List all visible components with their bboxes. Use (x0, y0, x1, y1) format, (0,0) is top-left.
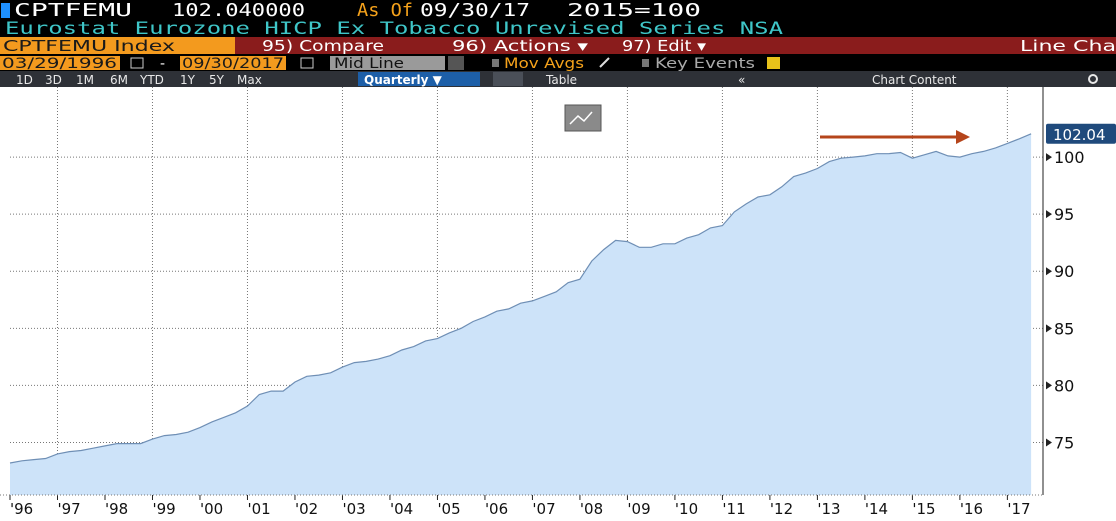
range-button[interactable]: 6M (110, 73, 128, 87)
as-of-date: 09/30/17 (420, 0, 530, 21)
y-tick (1046, 381, 1052, 390)
y-tick (1046, 438, 1052, 447)
last-value-label: 102.04 (1053, 126, 1106, 144)
y-tick (1046, 210, 1052, 219)
calendar-icon[interactable] (130, 57, 144, 69)
x-tick-label: '98 (105, 500, 128, 518)
x-tick-label: '17 (1007, 500, 1030, 518)
as-of-label: As Of (357, 0, 413, 21)
x-tick-label: '96 (10, 500, 33, 518)
checkbox[interactable] (642, 59, 649, 67)
x-tick-label: '03 (342, 500, 365, 518)
annotation-arrowhead (956, 130, 970, 144)
x-tick-label: '11 (722, 500, 745, 518)
x-tick-label: '09 (627, 500, 650, 518)
x-tick-label: '01 (247, 500, 270, 518)
calendar-icon[interactable] (300, 57, 314, 69)
range-button[interactable]: 1M (76, 73, 94, 87)
chart-type-icon (569, 111, 593, 125)
security[interactable]: CPTFEMU Index (3, 37, 175, 55)
menu-item[interactable]: 95) Compare (262, 37, 384, 55)
key-events[interactable]: Key Events (655, 56, 755, 72)
x-tick-label: '16 (960, 500, 983, 518)
series-line (9, 133, 1032, 464)
y-tick (1046, 153, 1052, 162)
frequency[interactable]: Quarterly ▼ (364, 73, 443, 87)
last-value-box (1046, 123, 1116, 144)
info-icon[interactable] (767, 57, 780, 69)
security-box[interactable] (0, 37, 235, 54)
x-tick-label: '00 (200, 500, 223, 518)
end-date-box[interactable] (180, 56, 286, 70)
range-button[interactable]: Max (237, 73, 262, 87)
menu-bar (0, 37, 1116, 54)
mode-box[interactable] (330, 56, 445, 70)
range-button[interactable]: 3D (45, 73, 62, 87)
mode-dropdown[interactable] (448, 56, 464, 70)
x-tick-label: '05 (437, 500, 460, 518)
collapse[interactable]: « (738, 73, 745, 87)
chart-icon[interactable] (493, 72, 523, 86)
x-tick-label: '12 (770, 500, 793, 518)
ticker: CPTFEMU (14, 0, 132, 21)
x-tick-label: '15 (912, 500, 935, 518)
chart-content[interactable]: Chart Content (872, 73, 957, 87)
x-tick-label: '07 (532, 500, 555, 518)
mode[interactable]: Mid Line (334, 56, 404, 72)
pencil-icon[interactable] (599, 57, 610, 68)
x-tick-label: '13 (817, 500, 840, 518)
x-tick-label: '08 (580, 500, 603, 518)
description: Eurostat Eurozone HICP Ex Tobacco Unrevi… (5, 19, 783, 39)
end-date[interactable]: 09/30/2017 (182, 56, 284, 72)
chart-type-button[interactable] (564, 104, 602, 132)
x-tick-label: '04 (390, 500, 413, 518)
mov-avgs[interactable]: Mov Avgs (504, 56, 584, 72)
period-bar (0, 71, 1116, 87)
start-date[interactable]: 03/29/1996 (2, 56, 117, 72)
menu-item[interactable]: 97) Edit ▾ (622, 37, 707, 55)
y-tick (1046, 267, 1052, 276)
menu-item[interactable]: 96) Actions ▾ (452, 37, 589, 55)
y-tick-label: 90 (1054, 262, 1074, 281)
start-date-box[interactable] (0, 56, 120, 70)
y-tick-label: 100 (1054, 148, 1085, 167)
y-tick-label: 75 (1054, 433, 1074, 452)
date-separator: - (160, 56, 165, 72)
y-tick-label: 85 (1054, 319, 1074, 338)
x-tick-label: '06 (485, 500, 508, 518)
x-tick-label: '02 (295, 500, 318, 518)
ticker-marker (1, 3, 10, 18)
y-tick-label: 95 (1054, 205, 1074, 224)
base: 2015=100 (567, 0, 701, 21)
frequency-box[interactable] (358, 72, 480, 86)
range-button[interactable]: 1Y (180, 73, 196, 87)
x-tick-label: '99 (152, 500, 175, 518)
settings-icon[interactable] (1088, 74, 1098, 84)
range-button[interactable]: 1D (16, 73, 33, 87)
x-tick-label: '14 (865, 500, 888, 518)
range-button[interactable]: 5Y (209, 73, 225, 87)
y-tick-label: 80 (1054, 376, 1074, 395)
x-tick-label: '10 (675, 500, 698, 518)
table[interactable]: Table (545, 73, 577, 87)
x-tick-label: '97 (57, 500, 80, 518)
checkbox[interactable] (492, 59, 499, 67)
range-button[interactable]: YTD (139, 73, 164, 87)
area-fill (10, 133, 1032, 496)
header-bar (0, 0, 1116, 20)
view[interactable]: Line Cha (1020, 37, 1116, 55)
y-tick (1046, 324, 1052, 333)
price: 102.040000 (172, 0, 305, 21)
